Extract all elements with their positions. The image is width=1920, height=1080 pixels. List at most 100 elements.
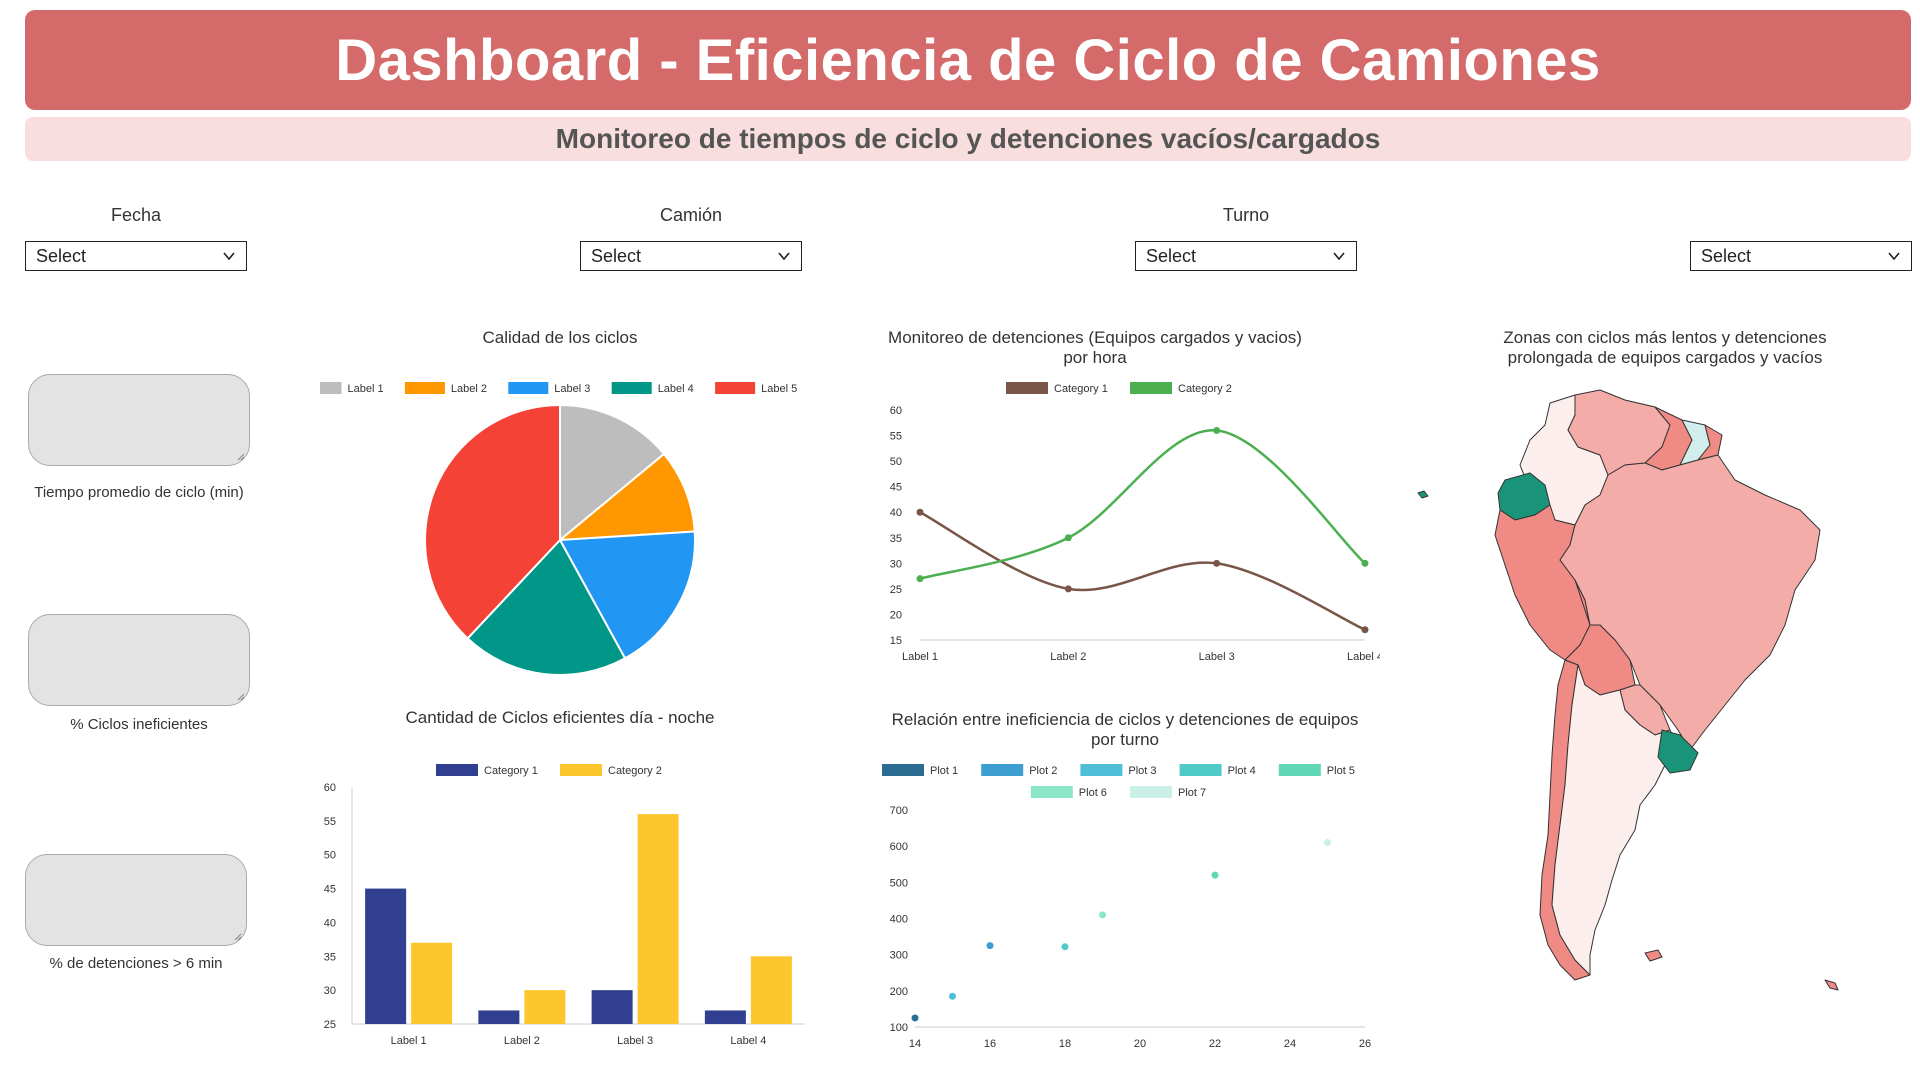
data-point — [1065, 534, 1072, 541]
resize-grip-icon[interactable] — [235, 691, 245, 701]
x-tick-label: 26 — [1359, 1038, 1371, 1050]
pie-chart-title: Calidad de los ciclos — [330, 328, 790, 348]
data-point — [1213, 560, 1220, 567]
legend-label: Category 2 — [1178, 383, 1232, 395]
y-tick-label: 50 — [890, 456, 902, 468]
y-tick-label: 55 — [324, 816, 336, 828]
select-value: Select — [36, 246, 86, 267]
y-tick-label: 40 — [890, 507, 902, 519]
legend-swatch — [882, 764, 924, 776]
filter-fecha: Fecha Select — [25, 205, 247, 271]
y-tick-label: 20 — [890, 609, 902, 621]
chevron-down-icon — [1332, 249, 1346, 263]
dashboard-subheader: Monitoreo de tiempos de ciclo y detencio… — [25, 117, 1911, 161]
legend-label: Plot 4 — [1228, 765, 1256, 777]
x-tick-label: 18 — [1059, 1038, 1071, 1050]
scatter-point — [1062, 943, 1069, 950]
legend-swatch — [508, 382, 548, 394]
y-tick-label: 600 — [890, 841, 908, 853]
x-tick-label: Label 3 — [1199, 651, 1235, 663]
y-tick-label: 60 — [324, 782, 336, 794]
bar-chart-title: Cantidad de Ciclos eficientes día - noch… — [330, 708, 790, 728]
x-tick-label: 24 — [1284, 1038, 1296, 1050]
y-tick-label: 30 — [890, 558, 902, 570]
y-tick-label: 50 — [324, 850, 336, 862]
legend-swatch — [560, 764, 602, 776]
y-tick-label: 60 — [890, 405, 902, 417]
chevron-down-icon — [777, 249, 791, 263]
filter-extra: Select — [1690, 205, 1912, 271]
resize-grip-icon[interactable] — [232, 931, 242, 941]
legend-label: Label 5 — [761, 383, 797, 395]
x-tick-label: Label 3 — [617, 1035, 653, 1047]
turno-select[interactable]: Select — [1135, 241, 1357, 271]
kpi-avg-cycle-box[interactable] — [28, 374, 250, 466]
legend-label: Plot 1 — [930, 765, 958, 777]
x-tick-label: Label 1 — [391, 1035, 427, 1047]
line-chart: Category 1 Category 2 15 20 25 30 35 40 45 50 55 60… — [880, 370, 1380, 665]
x-tick-label: Label 4 — [1347, 651, 1380, 663]
kpi-inefficient-box[interactable] — [28, 614, 250, 706]
legend-label: Plot 5 — [1327, 765, 1355, 777]
data-point — [917, 509, 924, 516]
x-tick-label: Label 1 — [902, 651, 938, 663]
scatter-point — [987, 942, 994, 949]
y-tick-label: 500 — [890, 877, 908, 889]
filter-label: Camión — [580, 205, 802, 233]
select-value: Select — [1146, 246, 1196, 267]
x-tick-label: 22 — [1209, 1038, 1221, 1050]
y-tick-label: 100 — [890, 1022, 908, 1034]
fecha-select[interactable]: Select — [25, 241, 247, 271]
y-tick-label: 200 — [890, 986, 908, 998]
legend-label: Plot 3 — [1128, 765, 1156, 777]
x-tick-label: Label 4 — [730, 1035, 766, 1047]
bar — [705, 1010, 746, 1024]
legend-swatch — [1130, 382, 1172, 394]
legend-label: Label 3 — [554, 383, 590, 395]
filter-turno: Turno Select — [1135, 205, 1357, 271]
bar — [478, 1010, 519, 1024]
kpi-inefficient-label: % Ciclos ineficientes — [28, 717, 250, 733]
legend-swatch — [1130, 786, 1172, 798]
filter-label: Turno — [1135, 205, 1357, 233]
bar — [524, 990, 565, 1024]
bar — [638, 814, 679, 1024]
legend-swatch — [1031, 786, 1073, 798]
kpi-stops-box[interactable] — [25, 854, 247, 946]
map-region-falklands[interactable] — [1645, 950, 1662, 961]
filter-label: Fecha — [25, 205, 247, 233]
select-value: Select — [1701, 246, 1751, 267]
x-tick-label: 20 — [1134, 1038, 1146, 1050]
camion-select[interactable]: Select — [580, 241, 802, 271]
south-america-map[interactable] — [1400, 385, 1920, 1005]
resize-grip-icon[interactable] — [235, 451, 245, 461]
dashboard-header: Dashboard - Eficiencia de Ciclo de Camio… — [25, 10, 1911, 110]
pie-chart: Label 1 Label 2 Label 3 Label 4 Label 5 — [320, 370, 800, 680]
map-region-south-georgia[interactable] — [1825, 980, 1838, 990]
scatter-point — [1324, 839, 1331, 846]
scatter-point — [1212, 872, 1219, 879]
legend-swatch — [1080, 764, 1122, 776]
filter-camion: Camión Select — [580, 205, 802, 271]
y-tick-label: 55 — [890, 431, 902, 443]
legend-swatch — [436, 764, 478, 776]
series-line — [920, 512, 1365, 630]
line-chart-title: Monitoreo de detenciones (Equipos cargad… — [880, 328, 1310, 368]
extra-select[interactable]: Select — [1690, 241, 1912, 271]
legend-label: Plot 2 — [1029, 765, 1057, 777]
data-point — [1213, 427, 1220, 434]
legend-swatch — [405, 382, 445, 394]
y-tick-label: 300 — [890, 950, 908, 962]
select-value: Select — [591, 246, 641, 267]
map-region-galapagos[interactable] — [1418, 491, 1428, 498]
x-tick-label: Label 2 — [504, 1035, 540, 1047]
data-point — [917, 575, 924, 582]
y-tick-label: 35 — [890, 533, 902, 545]
kpi-avg-cycle-label: Tiempo promedio de ciclo (min) — [28, 485, 250, 501]
legend-label: Label 4 — [658, 383, 694, 395]
legend-swatch — [1180, 764, 1222, 776]
page-subtitle: Monitoreo de tiempos de ciclo y detencio… — [556, 123, 1381, 155]
y-tick-label: 25 — [324, 1019, 336, 1031]
legend-label: Label 1 — [348, 383, 384, 395]
y-tick-label: 35 — [324, 951, 336, 963]
